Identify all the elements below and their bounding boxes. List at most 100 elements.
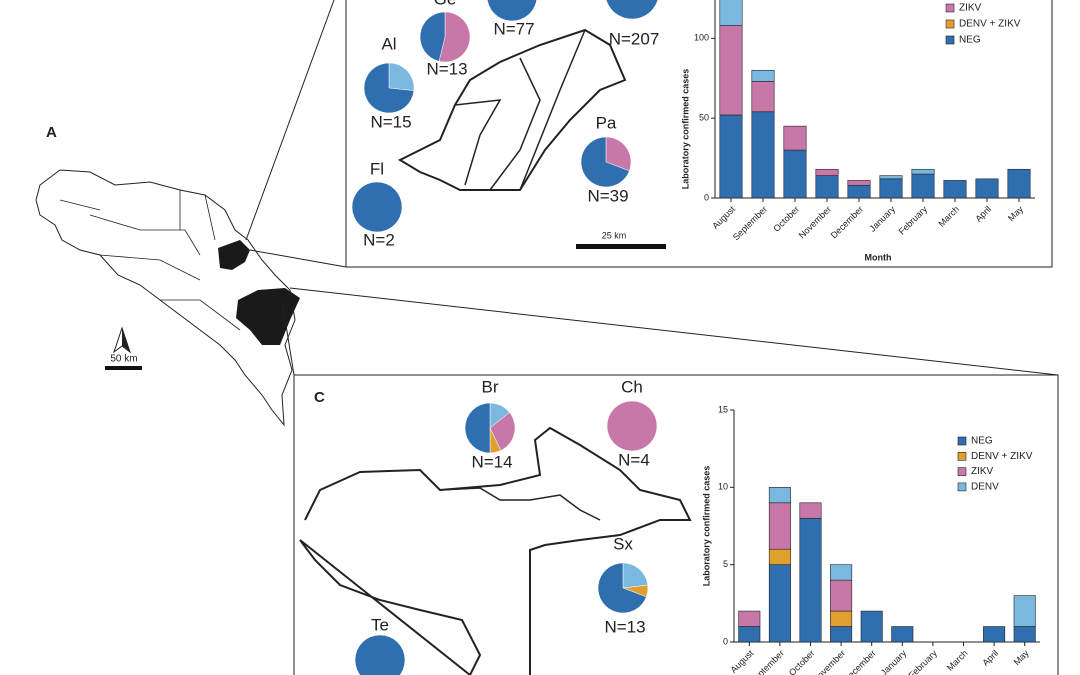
- legend-swatch: [957, 467, 967, 476]
- bar-segment: [719, 0, 743, 26]
- legend-label: DENV + ZIKV: [971, 451, 1033, 462]
- legend-swatch: [945, 19, 955, 29]
- pie-title: Al: [381, 34, 396, 53]
- legend-swatch: [945, 35, 955, 45]
- pie-slice: [354, 634, 406, 675]
- bar-segment: [738, 610, 761, 627]
- scale-bar: [576, 244, 666, 249]
- bar-segment: [751, 81, 775, 113]
- legend-label: NEG: [971, 436, 993, 447]
- bar-segment: [830, 579, 853, 612]
- province-borders: [59, 190, 241, 331]
- pie-title: Te: [371, 615, 389, 634]
- panel-c: [293, 374, 1059, 675]
- pie-title: Ch: [621, 377, 643, 396]
- connector: [249, 249, 347, 268]
- bar-segment: [879, 178, 903, 199]
- district-borders: [454, 29, 586, 191]
- pie-slice: [606, 0, 659, 20]
- bar-segment: [975, 178, 999, 199]
- bar-segment: [847, 180, 871, 186]
- legend-label: DENV + ZIKV: [959, 19, 1021, 30]
- pie-slice: [363, 62, 415, 114]
- pie-label: N=2: [363, 230, 395, 249]
- pie-slice: [419, 11, 446, 62]
- y-tick-label: 15: [718, 404, 728, 414]
- bar-segment: [768, 548, 791, 565]
- north-arrow: [122, 328, 130, 352]
- bar-segment: [751, 69, 775, 82]
- scale-bar: [105, 366, 142, 370]
- bar-segment: [768, 564, 791, 643]
- pie-slice: [597, 562, 647, 614]
- bar-segment: [860, 610, 883, 643]
- bar-segment: [719, 25, 743, 116]
- y-tick-label: 100: [694, 33, 709, 43]
- bar-segment: [768, 502, 791, 550]
- district-borders: [439, 487, 601, 521]
- pie-label: N=4: [618, 450, 650, 469]
- pie-title: Fl: [370, 159, 384, 178]
- connector: [281, 299, 295, 376]
- pie-label: N=15: [370, 112, 411, 131]
- y-tick-label: 5: [723, 559, 728, 569]
- pie-label: N=77: [493, 19, 534, 38]
- bar-segment: [983, 626, 1006, 643]
- bar-segment: [1007, 168, 1031, 199]
- y-tick-label: 10: [718, 482, 728, 492]
- country-map: [35, 169, 296, 427]
- bar-segment: [911, 173, 935, 199]
- pie-slice: [388, 62, 415, 91]
- pie-label: N=13: [426, 59, 467, 78]
- connector: [289, 287, 1059, 376]
- panel-label: C: [314, 389, 325, 406]
- scale-label: 50 km: [110, 354, 137, 365]
- y-tick-label: 50: [699, 113, 709, 123]
- pie-slice: [605, 136, 632, 172]
- legend-swatch: [957, 436, 967, 446]
- pie-slice: [622, 562, 649, 589]
- legend-swatch: [945, 3, 955, 13]
- scale-label: 25 km: [602, 230, 627, 240]
- connector: [245, 0, 335, 241]
- district-map: [299, 426, 692, 675]
- bar-segment: [1013, 595, 1036, 627]
- y-axis-label: Laboratory confirmed cases: [680, 69, 690, 190]
- y-tick-label: 0: [704, 192, 709, 202]
- bar-segment: [815, 175, 839, 199]
- district-map: [397, 28, 627, 191]
- bar-segment: [799, 502, 822, 519]
- pie-slice: [351, 181, 403, 233]
- legend-label: ZIKV: [959, 3, 982, 14]
- region-highlight: [236, 288, 300, 345]
- legend-label: ZIKV: [971, 466, 994, 477]
- pie-label: N=14: [471, 452, 512, 471]
- pie-label: N=207: [609, 29, 660, 48]
- region-highlight: [218, 240, 250, 270]
- x-axis-label: Month: [865, 252, 892, 262]
- bar-segment: [768, 487, 791, 504]
- pie-slice: [438, 11, 471, 63]
- bar-segment: [783, 125, 807, 151]
- bar-segment: [1013, 626, 1036, 643]
- pie-label: N=13: [604, 617, 645, 636]
- bar-segment: [738, 626, 761, 643]
- y-axis-label: Laboratory confirmed cases: [701, 466, 711, 587]
- legend-swatch: [957, 482, 967, 492]
- pie-slice: [606, 400, 658, 452]
- pie-title: Pa: [596, 113, 617, 132]
- bar-segment: [847, 184, 871, 199]
- pie-slice: [464, 402, 491, 454]
- legend-label: NEG: [959, 35, 981, 46]
- bar-segment: [943, 180, 967, 199]
- bar-segment: [911, 168, 935, 175]
- bar-segment: [879, 175, 903, 180]
- legend-swatch: [957, 451, 967, 461]
- bar-segment: [830, 564, 853, 581]
- bar-segment: [783, 149, 807, 199]
- bar-segment: [815, 168, 839, 176]
- bar-segment: [830, 610, 853, 627]
- pie-label: N=39: [587, 186, 628, 205]
- pie-slice: [580, 136, 630, 188]
